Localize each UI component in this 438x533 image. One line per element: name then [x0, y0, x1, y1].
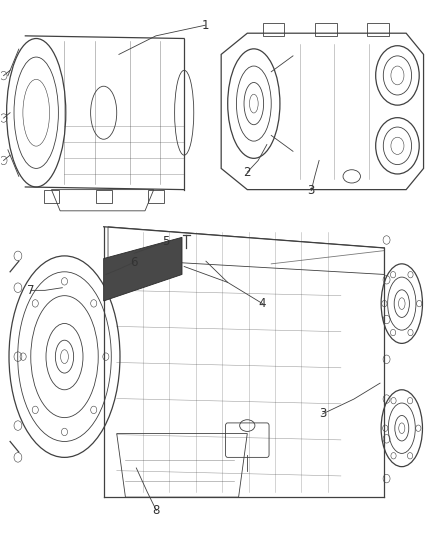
- Polygon shape: [104, 237, 182, 301]
- Text: 3: 3: [319, 407, 326, 421]
- Text: 3: 3: [307, 184, 315, 197]
- Text: 1: 1: [201, 19, 209, 32]
- Text: 8: 8: [152, 504, 160, 517]
- Text: 5: 5: [162, 235, 170, 248]
- Text: 6: 6: [131, 256, 138, 269]
- Text: 7: 7: [27, 284, 35, 297]
- Text: 4: 4: [259, 297, 266, 310]
- Text: 2: 2: [244, 166, 251, 179]
